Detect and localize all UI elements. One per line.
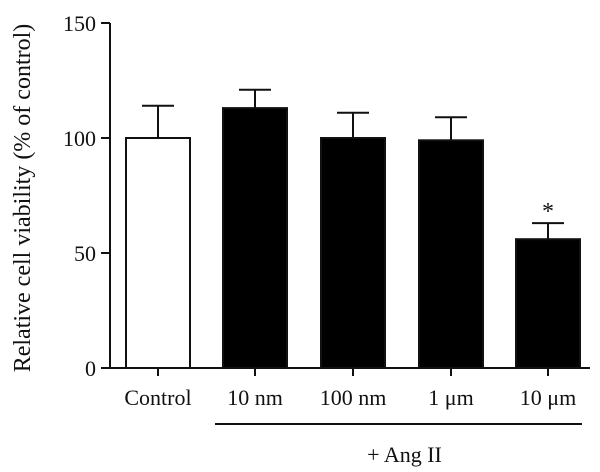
y-axis-title: Relative cell viability (% of control) bbox=[10, 24, 36, 373]
y-tick-label: 50 bbox=[74, 241, 96, 266]
x-tick-label: 10 μm bbox=[520, 385, 576, 410]
bar bbox=[515, 238, 581, 369]
y-axis: 0 50 100 150 bbox=[63, 11, 111, 381]
y-tick-label: 150 bbox=[63, 11, 96, 36]
bar bbox=[222, 107, 288, 369]
y-tick-label: 0 bbox=[85, 356, 96, 381]
group-annotation: + Ang II bbox=[215, 423, 582, 467]
x-axis: Control 10 nm 100 nm 1 μm 10 μm bbox=[109, 367, 590, 410]
y-tick-label: 100 bbox=[63, 126, 96, 151]
x-tick-label: Control bbox=[124, 385, 191, 410]
x-tick-label: 1 μm bbox=[428, 385, 473, 410]
group-label: + Ang II bbox=[367, 442, 442, 467]
bar bbox=[320, 137, 386, 369]
significance-marker: * bbox=[542, 199, 554, 225]
bar bbox=[418, 139, 484, 369]
x-tick-label: 100 nm bbox=[320, 385, 387, 410]
bar bbox=[125, 137, 191, 369]
bars: * bbox=[125, 88, 581, 369]
x-tick-label: 10 nm bbox=[227, 385, 283, 410]
